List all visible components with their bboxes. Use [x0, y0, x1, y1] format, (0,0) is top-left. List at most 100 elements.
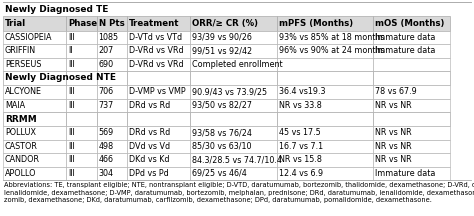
- Text: PERSEUS: PERSEUS: [5, 60, 42, 69]
- Bar: [127, 167, 190, 180]
- Bar: [127, 85, 190, 98]
- Bar: [277, 44, 373, 57]
- Bar: [190, 167, 277, 180]
- Text: POLLUX: POLLUX: [5, 128, 36, 137]
- Bar: [373, 30, 450, 44]
- Bar: [190, 85, 277, 98]
- Bar: [373, 153, 450, 167]
- Bar: [127, 112, 190, 126]
- Text: 466: 466: [99, 155, 114, 164]
- Text: ALCYONE: ALCYONE: [5, 87, 42, 96]
- Bar: [66, 71, 97, 85]
- Bar: [190, 57, 277, 71]
- Text: 96% vs 90% at 24 months: 96% vs 90% at 24 months: [279, 46, 384, 55]
- Text: III: III: [68, 169, 75, 178]
- Bar: [190, 140, 277, 153]
- Bar: [3, 98, 66, 112]
- Bar: [97, 140, 127, 153]
- Text: 569: 569: [99, 128, 114, 137]
- Text: 207: 207: [99, 46, 114, 55]
- Text: III: III: [68, 101, 75, 110]
- Bar: [97, 112, 127, 126]
- Bar: [66, 85, 97, 98]
- Text: 12.4 vs 6.9: 12.4 vs 6.9: [279, 169, 323, 178]
- Text: III: III: [68, 33, 75, 42]
- Text: 99/51 vs 92/42: 99/51 vs 92/42: [192, 46, 252, 55]
- Text: Newly Diagnosed TE: Newly Diagnosed TE: [5, 5, 109, 13]
- Bar: [66, 57, 97, 71]
- Text: NR vs 15.8: NR vs 15.8: [279, 155, 322, 164]
- Bar: [277, 126, 373, 140]
- Text: DKd vs Kd: DKd vs Kd: [129, 155, 170, 164]
- Bar: [127, 98, 190, 112]
- Text: Immature data: Immature data: [375, 46, 435, 55]
- Bar: [97, 167, 127, 180]
- Bar: [97, 30, 127, 44]
- Text: III: III: [68, 155, 75, 164]
- Text: II: II: [68, 46, 73, 55]
- Bar: [3, 2, 471, 16]
- Text: 36.4 vs19.3: 36.4 vs19.3: [279, 87, 325, 96]
- Text: NR vs 33.8: NR vs 33.8: [279, 101, 321, 110]
- Bar: [127, 140, 190, 153]
- Text: D-VRd vs VRd: D-VRd vs VRd: [129, 60, 183, 69]
- Text: 45 vs 17.5: 45 vs 17.5: [279, 128, 320, 137]
- Bar: [3, 57, 66, 71]
- Text: 737: 737: [99, 101, 114, 110]
- Text: NR vs NR: NR vs NR: [375, 142, 411, 151]
- Bar: [190, 153, 277, 167]
- Text: NR vs NR: NR vs NR: [375, 128, 411, 137]
- Text: 69/25 vs 46/4: 69/25 vs 46/4: [192, 169, 247, 178]
- Bar: [127, 71, 190, 85]
- Bar: [373, 140, 450, 153]
- Text: III: III: [68, 87, 75, 96]
- Bar: [3, 16, 66, 30]
- Bar: [277, 167, 373, 180]
- Text: 16.7 vs 7.1: 16.7 vs 7.1: [279, 142, 323, 151]
- Bar: [127, 126, 190, 140]
- Bar: [3, 140, 66, 153]
- Bar: [3, 85, 66, 98]
- Text: DRd vs Rd: DRd vs Rd: [129, 101, 170, 110]
- Text: NR vs NR: NR vs NR: [375, 155, 411, 164]
- Text: APOLLO: APOLLO: [5, 169, 36, 178]
- Text: Trial: Trial: [5, 19, 26, 28]
- Text: III: III: [68, 142, 75, 151]
- Bar: [277, 153, 373, 167]
- Text: Newly Diagnosed NTE: Newly Diagnosed NTE: [5, 73, 116, 83]
- Bar: [97, 126, 127, 140]
- Text: Treatment: Treatment: [129, 19, 180, 28]
- Bar: [190, 126, 277, 140]
- Bar: [3, 44, 66, 57]
- Text: CASTOR: CASTOR: [5, 142, 38, 151]
- Bar: [277, 57, 373, 71]
- Bar: [277, 16, 373, 30]
- Bar: [127, 153, 190, 167]
- Bar: [190, 98, 277, 112]
- Bar: [3, 167, 66, 180]
- Bar: [3, 153, 66, 167]
- Text: DRd vs Rd: DRd vs Rd: [129, 128, 170, 137]
- Bar: [373, 98, 450, 112]
- Bar: [127, 16, 190, 30]
- Text: 498: 498: [99, 142, 114, 151]
- Bar: [373, 57, 450, 71]
- Text: Immature data: Immature data: [375, 33, 435, 42]
- Bar: [3, 112, 66, 126]
- Bar: [66, 167, 97, 180]
- Bar: [66, 44, 97, 57]
- Text: 85/30 vs 63/10: 85/30 vs 63/10: [192, 142, 252, 151]
- Text: DVd vs Vd: DVd vs Vd: [129, 142, 170, 151]
- Text: mPFS (Months): mPFS (Months): [279, 19, 353, 28]
- Text: N Pts: N Pts: [99, 19, 124, 28]
- Bar: [97, 57, 127, 71]
- Text: RRMM: RRMM: [5, 114, 37, 124]
- Bar: [97, 44, 127, 57]
- Text: CANDOR: CANDOR: [5, 155, 40, 164]
- Bar: [277, 98, 373, 112]
- Text: ORR/≥ CR (%): ORR/≥ CR (%): [192, 19, 258, 28]
- Text: 93/50 vs 82/27: 93/50 vs 82/27: [192, 101, 252, 110]
- Bar: [3, 71, 66, 85]
- Text: D-VRd vs VRd: D-VRd vs VRd: [129, 46, 183, 55]
- Bar: [190, 30, 277, 44]
